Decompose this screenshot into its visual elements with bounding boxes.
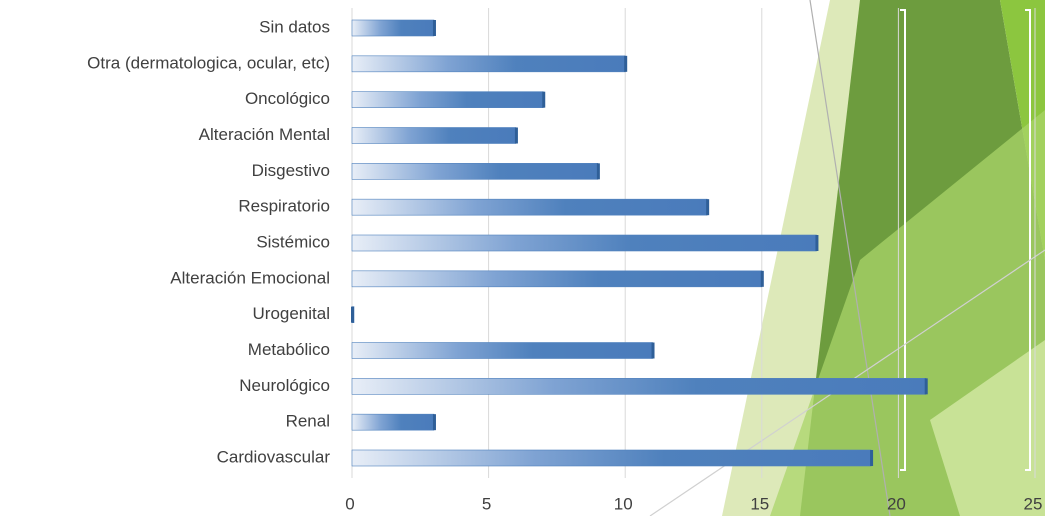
background-decoration xyxy=(650,0,1045,516)
bar xyxy=(352,199,707,215)
bar-cap xyxy=(433,414,436,430)
bar-cap xyxy=(624,56,627,72)
x-tick-label: 15 xyxy=(750,494,769,513)
bar-group xyxy=(352,235,818,251)
y-tick-label: Urogenital xyxy=(253,304,331,323)
y-tick-label: Disgestivo xyxy=(252,161,330,180)
bar-group xyxy=(352,343,655,359)
y-tick-label: Respiratorio xyxy=(238,197,330,216)
bar xyxy=(352,235,816,251)
bar-cap xyxy=(761,271,764,287)
bar-cap xyxy=(351,307,354,323)
bar xyxy=(352,20,434,36)
y-tick-label: Cardiovascular xyxy=(217,447,331,466)
bar-cap xyxy=(433,20,436,36)
x-tick-label: 0 xyxy=(345,494,354,513)
bar xyxy=(352,163,598,179)
bar-cap xyxy=(515,128,518,144)
bar-cap xyxy=(925,378,928,394)
bar-group xyxy=(352,450,873,466)
bar-group xyxy=(352,92,545,108)
x-tick-label: 25 xyxy=(1024,494,1043,513)
bar-group xyxy=(352,271,764,287)
bar-cap xyxy=(706,199,709,215)
bar-group xyxy=(352,199,709,215)
bar-cap xyxy=(652,343,655,359)
bar-group xyxy=(352,128,518,144)
y-tick-label: Neurológico xyxy=(239,376,330,395)
bar-cap xyxy=(542,92,545,108)
bar xyxy=(352,271,762,287)
y-tick-label: Metabólico xyxy=(248,340,330,359)
bar-group xyxy=(351,307,354,323)
bar-group xyxy=(352,163,600,179)
y-tick-label: Otra (dermatologica, ocular, etc) xyxy=(87,53,330,72)
bar-group xyxy=(352,20,436,36)
y-tick-label: Oncológico xyxy=(245,89,330,108)
bar-cap xyxy=(870,450,873,466)
bar-group xyxy=(352,56,627,72)
x-tick-label: 10 xyxy=(614,494,633,513)
bar xyxy=(352,378,926,394)
bar-group xyxy=(352,414,436,430)
y-tick-label: Sin datos xyxy=(259,17,330,36)
bar xyxy=(352,128,516,144)
bar xyxy=(352,343,653,359)
x-tick-label: 5 xyxy=(482,494,491,513)
y-tick-label: Sistémico xyxy=(256,232,330,251)
x-tick-label: 20 xyxy=(887,494,906,513)
bar xyxy=(352,92,543,108)
y-tick-label: Renal xyxy=(286,412,330,431)
y-tick-label: Alteración Emocional xyxy=(170,268,330,287)
y-tick-label: Alteración Mental xyxy=(199,125,330,144)
bar-group xyxy=(352,378,928,394)
bar-cap xyxy=(597,163,600,179)
chart: 0 5 10 15 20 25 Sin datos Otra (dermatologica, … xyxy=(0,0,1045,516)
bar xyxy=(352,56,625,72)
bar xyxy=(352,450,871,466)
bar xyxy=(352,414,434,430)
bar-cap xyxy=(815,235,818,251)
